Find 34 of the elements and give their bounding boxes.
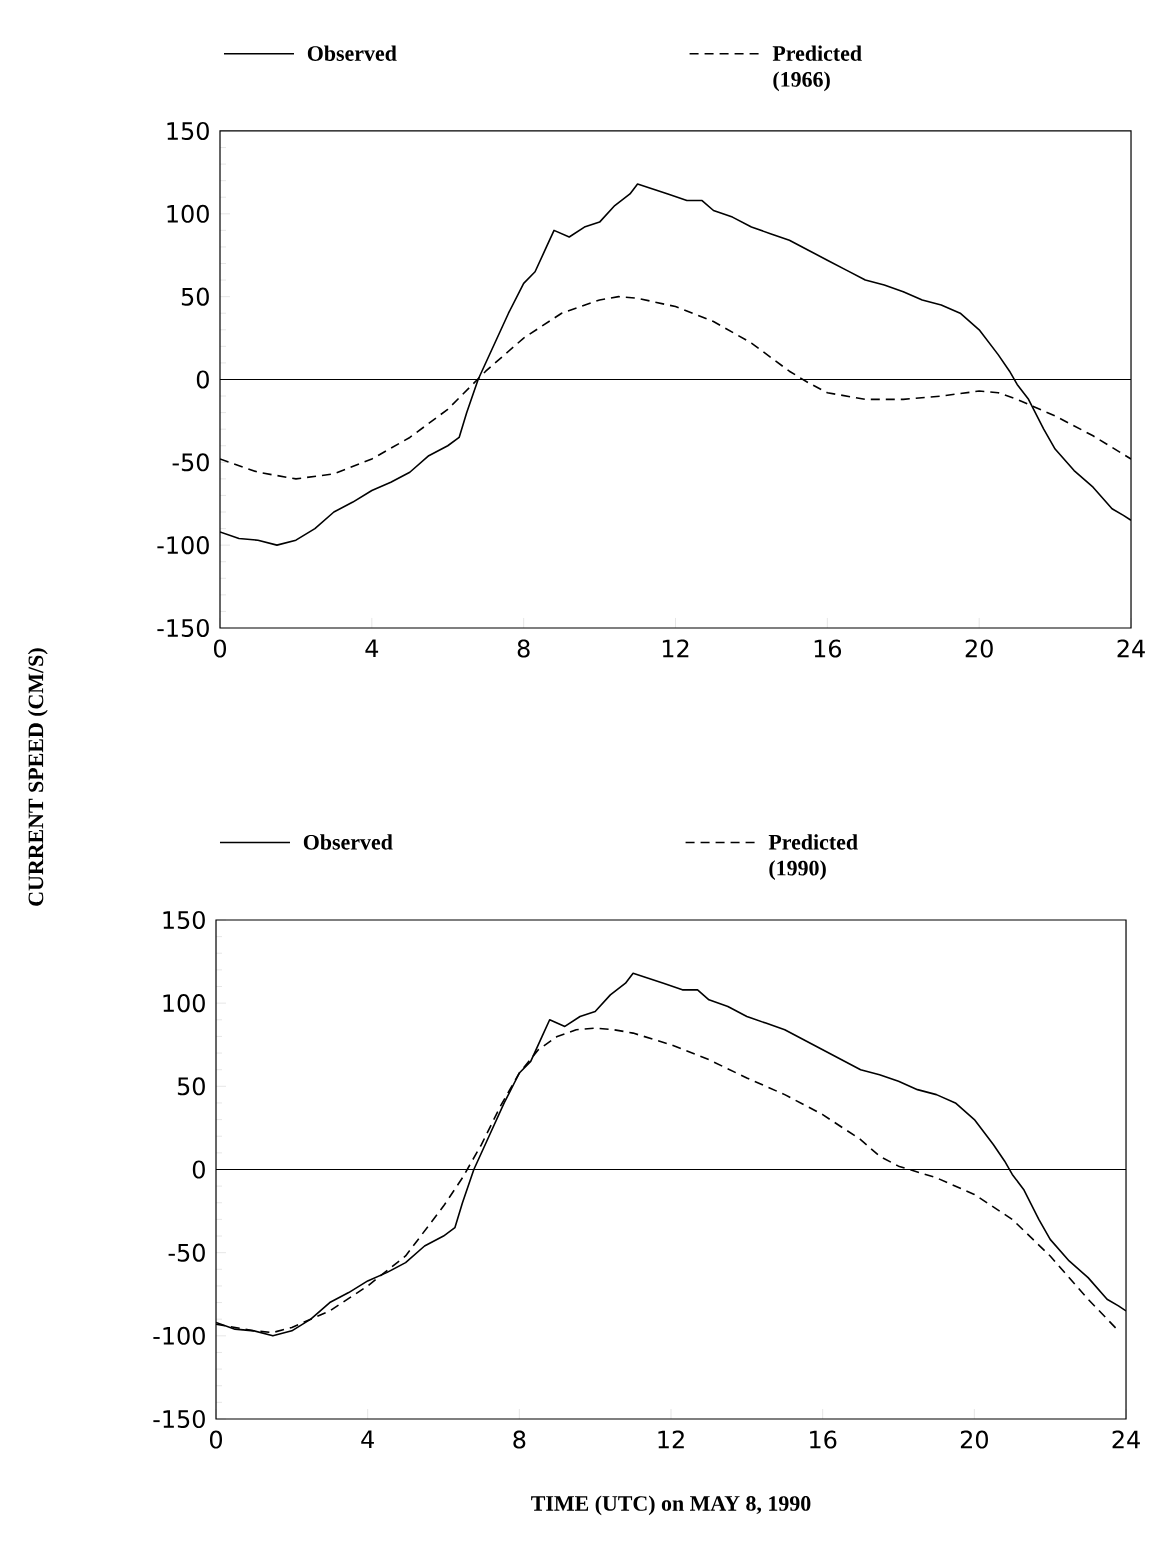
x-tick-label: 24 — [1112, 1430, 1140, 1449]
x-tick-label: 16 — [814, 639, 842, 658]
y-tick-label: 150 — [167, 121, 209, 141]
y-tick-label: 150 — [163, 910, 205, 930]
y-tick-label: 100 — [163, 994, 205, 1013]
legend-label: Predicted (1990) — [768, 834, 858, 881]
y-tick-label: -100 — [153, 1326, 205, 1345]
x-tick-label: 24 — [1117, 639, 1145, 658]
x-tick-label: 20 — [965, 639, 993, 658]
x-tick-label: 8 — [513, 1430, 526, 1449]
legend-label: Observed — [307, 45, 397, 61]
y-tick-label: -100 — [157, 536, 209, 555]
x-tick-label: 4 — [365, 639, 379, 657]
legend-label: Predicted (1966) — [772, 45, 862, 92]
y-tick-label: 50 — [181, 287, 209, 306]
y-tick-label: 0 — [196, 370, 209, 389]
x-axis-title: TIME (UTC) on MAY 8, 1990 — [531, 1495, 811, 1516]
y-tick-label: -150 — [153, 1409, 205, 1429]
x-tick-label: 8 — [517, 639, 530, 658]
x-tick-label: 16 — [810, 1430, 837, 1449]
y-tick-label: -50 — [172, 453, 209, 472]
y-tick-label: 0 — [192, 1160, 205, 1179]
y-tick-label: -50 — [168, 1243, 205, 1262]
y-axis-title: CURRENT SPEED (CM/S) — [27, 648, 48, 906]
y-tick-label: 50 — [177, 1077, 205, 1096]
y-tick-label: -150 — [157, 618, 209, 638]
y-tick-label: 100 — [167, 204, 209, 223]
x-tick-label: 20 — [960, 1430, 988, 1449]
x-tick-label: 12 — [658, 1430, 684, 1449]
x-tick-label: 0 — [209, 1430, 223, 1449]
x-tick-label: 0 — [213, 639, 227, 658]
x-tick-label: 4 — [361, 1430, 374, 1448]
x-tick-label: 12 — [662, 639, 689, 658]
legend-label: Observed — [303, 834, 393, 850]
